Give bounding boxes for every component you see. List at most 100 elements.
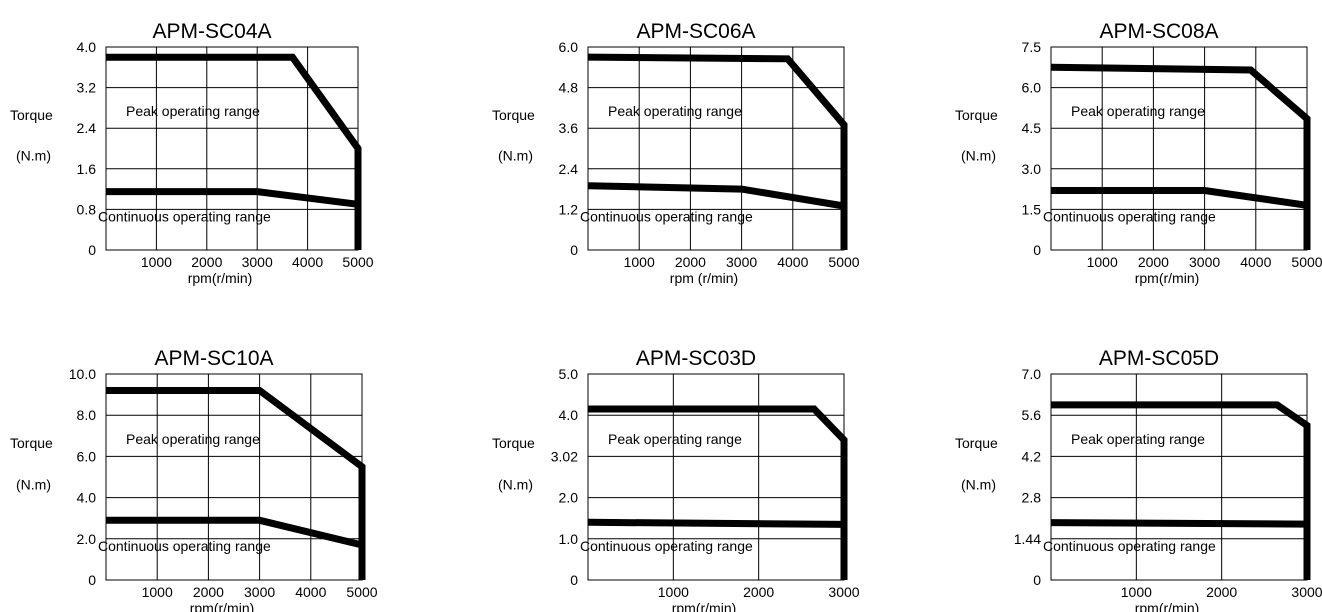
- y-axis-unit-label: (N.m): [961, 148, 996, 164]
- y-tick-label: 2.8: [1022, 490, 1042, 506]
- peak-range-label: Peak operating range: [126, 431, 260, 447]
- y-tick-label: 4.8: [559, 80, 579, 96]
- peak-range-label: Peak operating range: [608, 431, 742, 447]
- peak-range-label: Peak operating range: [1071, 431, 1205, 447]
- y-tick-label: 1.44: [1014, 531, 1041, 547]
- y-tick-label: 1.2: [559, 201, 579, 217]
- x-tick-label: 1000: [1087, 254, 1118, 270]
- y-axis-unit-label: (N.m): [16, 148, 51, 164]
- continuous-torque-line: [1050, 519, 1308, 528]
- continuous-range-label: Continuous operating range: [580, 538, 753, 554]
- y-tick-label: 6.0: [559, 39, 579, 55]
- y-tick-label: 5.6: [1022, 407, 1042, 423]
- x-axis-label: rpm(r/min): [188, 270, 253, 286]
- chart-title: APM-SC06A: [636, 20, 755, 43]
- chart-title: APM-SC10A: [154, 347, 273, 370]
- x-axis-label: rpm(r/min): [1135, 600, 1200, 612]
- y-tick-label: 2.0: [559, 490, 579, 506]
- peak-torque-line: [106, 387, 366, 580]
- x-tick-label: 5000: [342, 254, 373, 270]
- continuous-torque-line: [106, 516, 363, 549]
- y-tick-label: 0: [1033, 242, 1041, 258]
- x-tick-label: 3000: [242, 254, 273, 270]
- chart-title: APM-SC05D: [1099, 347, 1219, 370]
- x-axis-label: rpm(r/min): [672, 600, 737, 612]
- peak-torque-line: [1051, 401, 1311, 580]
- chart-panel: APM-SC08A 0 1.5 3.0 4.5 6.0 7.5 1000 2000 3000 400…: [955, 20, 1322, 286]
- continuous-range-label: Continuous operating range: [98, 209, 271, 225]
- y-tick-label: 2.4: [559, 161, 579, 177]
- y-tick-label: 3.0: [1022, 161, 1042, 177]
- peak-range-label: Peak operating range: [608, 103, 742, 119]
- peak-torque-line: [588, 405, 848, 580]
- continuous-range-label: Continuous operating range: [1043, 209, 1216, 225]
- y-axis-unit-label: (N.m): [498, 148, 533, 164]
- y-axis-label: Torque: [492, 435, 535, 451]
- x-tick-label: 1000: [141, 254, 172, 270]
- continuous-range-label: Continuous operating range: [1043, 538, 1216, 554]
- x-tick-label: 1000: [624, 254, 655, 270]
- continuous-range-label: Continuous operating range: [98, 538, 271, 554]
- x-tick-label: 4000: [295, 584, 326, 600]
- y-tick-label: 10.0: [69, 366, 96, 382]
- x-tick-label: 1000: [142, 584, 173, 600]
- x-tick-label: 3000: [828, 584, 859, 600]
- y-tick-label: 4.2: [1022, 448, 1042, 464]
- x-tick-label: 2000: [743, 584, 774, 600]
- y-tick-label: 0: [1033, 572, 1041, 588]
- y-axis-unit-label: (N.m): [16, 476, 51, 492]
- x-tick-label: 4000: [292, 254, 323, 270]
- chart-panel: APM-SC04A 0 0.8 1.6 2.4 3.2 4.0 1000 2000 3000 400…: [10, 20, 374, 286]
- y-axis-label: Torque: [955, 435, 998, 451]
- y-tick-label: 1.6: [77, 161, 97, 177]
- y-tick-label: 2.0: [77, 531, 97, 547]
- continuous-torque-line: [1051, 187, 1308, 209]
- x-tick-label: 4000: [777, 254, 808, 270]
- y-tick-label: 5.0: [559, 366, 579, 382]
- x-tick-label: 2000: [1138, 254, 1169, 270]
- y-tick-label: 0: [570, 242, 578, 258]
- peak-torque-line: [587, 53, 848, 250]
- y-axis-unit-label: (N.m): [961, 476, 996, 492]
- x-tick-label: 3000: [726, 254, 757, 270]
- continuous-torque-line: [106, 188, 359, 208]
- y-tick-label: 4.5: [1022, 120, 1042, 136]
- y-tick-label: 6.0: [77, 448, 97, 464]
- x-axis-label: rpm(r/min): [1135, 270, 1200, 286]
- continuous-torque-line: [587, 518, 845, 528]
- y-tick-label: 0: [88, 242, 96, 258]
- y-axis-label: Torque: [10, 107, 53, 123]
- continuous-torque-line: [587, 182, 845, 210]
- x-axis-label: rpm (r/min): [670, 270, 738, 286]
- peak-torque-line: [1050, 63, 1311, 250]
- x-tick-label: 3000: [1291, 584, 1322, 600]
- x-axis-label: rpm(r/min): [190, 600, 255, 612]
- chart-title: APM-SC03D: [636, 347, 756, 370]
- y-axis-label: Torque: [492, 107, 535, 123]
- x-tick-label: 5000: [1291, 254, 1322, 270]
- x-tick-label: 2000: [191, 254, 222, 270]
- chart-panel: APM-SC05D 0 1.44 2.8 4.2 5.6 7.0 1000 2000 3000 To…: [955, 347, 1322, 612]
- x-tick-label: 4000: [1240, 254, 1271, 270]
- y-tick-label: 1.5: [1022, 201, 1042, 217]
- y-tick-label: 1.0: [559, 531, 579, 547]
- y-axis-label: Torque: [955, 107, 998, 123]
- x-tick-label: 2000: [193, 584, 224, 600]
- y-tick-label: 3.02: [551, 448, 578, 464]
- y-tick-label: 0: [570, 572, 578, 588]
- x-tick-label: 1000: [1121, 584, 1152, 600]
- peak-range-label: Peak operating range: [1071, 103, 1205, 119]
- x-tick-label: 5000: [828, 254, 859, 270]
- y-tick-label: 8.0: [77, 407, 97, 423]
- y-tick-label: 2.4: [77, 120, 97, 136]
- x-tick-label: 2000: [1206, 584, 1237, 600]
- chart-panel: APM-SC03D 0 1.0 2.0 3.02 4.0 5.0 1000 2000 3000 To…: [492, 347, 860, 612]
- peak-range-label: Peak operating range: [126, 103, 260, 119]
- y-axis-unit-label: (N.m): [498, 476, 533, 492]
- chart-title: APM-SC04A: [152, 20, 271, 43]
- y-tick-label: 7.5: [1022, 39, 1042, 55]
- x-tick-label: 5000: [346, 584, 377, 600]
- chart-title: APM-SC08A: [1099, 20, 1218, 43]
- y-tick-label: 3.6: [559, 120, 579, 136]
